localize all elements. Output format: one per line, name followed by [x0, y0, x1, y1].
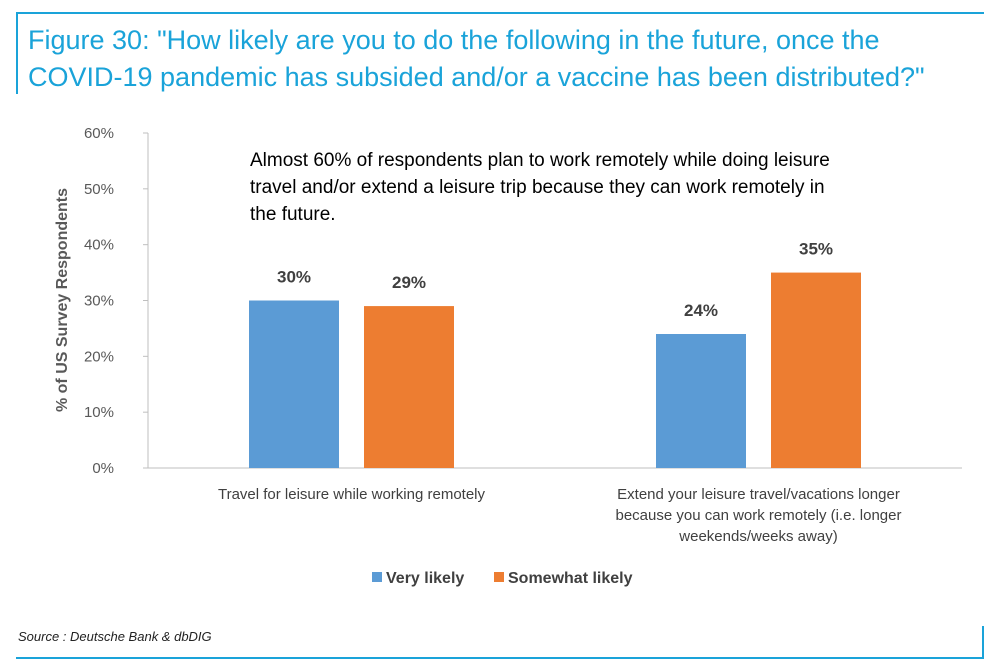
- y-tick-label: 0%: [92, 460, 114, 477]
- title-frame: [16, 12, 984, 94]
- annotation-line: Almost 60% of respondents plan to work r…: [250, 150, 830, 171]
- legend-label: Very likely: [386, 570, 464, 587]
- annotation-line: the future.: [250, 204, 336, 225]
- bar-data-label: 30%: [277, 268, 311, 287]
- y-tick-label: 40%: [84, 237, 114, 254]
- bar: [364, 306, 454, 468]
- bar: [771, 272, 861, 468]
- x-category-label: Extend your leisure travel/vacations lon…: [617, 486, 900, 503]
- x-category-label: Travel for leisure while working remotel…: [218, 486, 486, 503]
- annotation-line: travel and/or extend a leisure trip beca…: [250, 177, 825, 198]
- source-note: Source : Deutsche Bank & dbDIG: [18, 629, 212, 644]
- bar: [656, 334, 746, 468]
- bottom-rule-tick: [982, 626, 984, 659]
- bar-data-label: 29%: [392, 273, 426, 292]
- y-tick-label: 60%: [84, 125, 114, 142]
- legend-swatch: [372, 572, 382, 582]
- bar-data-label: 24%: [684, 301, 718, 320]
- y-tick-label: 30%: [84, 293, 114, 310]
- y-axis-title: % of US Survey Respondents: [54, 188, 71, 412]
- bar-data-label: 35%: [799, 240, 833, 259]
- x-category-label: because you can work remotely (i.e. long…: [616, 507, 902, 524]
- bar: [249, 300, 339, 468]
- bottom-rule: [16, 657, 984, 659]
- bar-chart: 0% 10% 20% 30% 40% 50% 60% % of US Survey Respo…: [54, 125, 962, 587]
- y-tick-label: 20%: [84, 348, 114, 365]
- y-tick-label: 50%: [84, 181, 114, 198]
- figure-title: Figure 30: "How likely are you to do the…: [28, 25, 925, 92]
- legend-label: Somewhat likely: [508, 570, 633, 587]
- legend-swatch: [494, 572, 504, 582]
- y-tick-label: 10%: [84, 404, 114, 421]
- x-category-label: weekends/weeks away): [678, 528, 837, 545]
